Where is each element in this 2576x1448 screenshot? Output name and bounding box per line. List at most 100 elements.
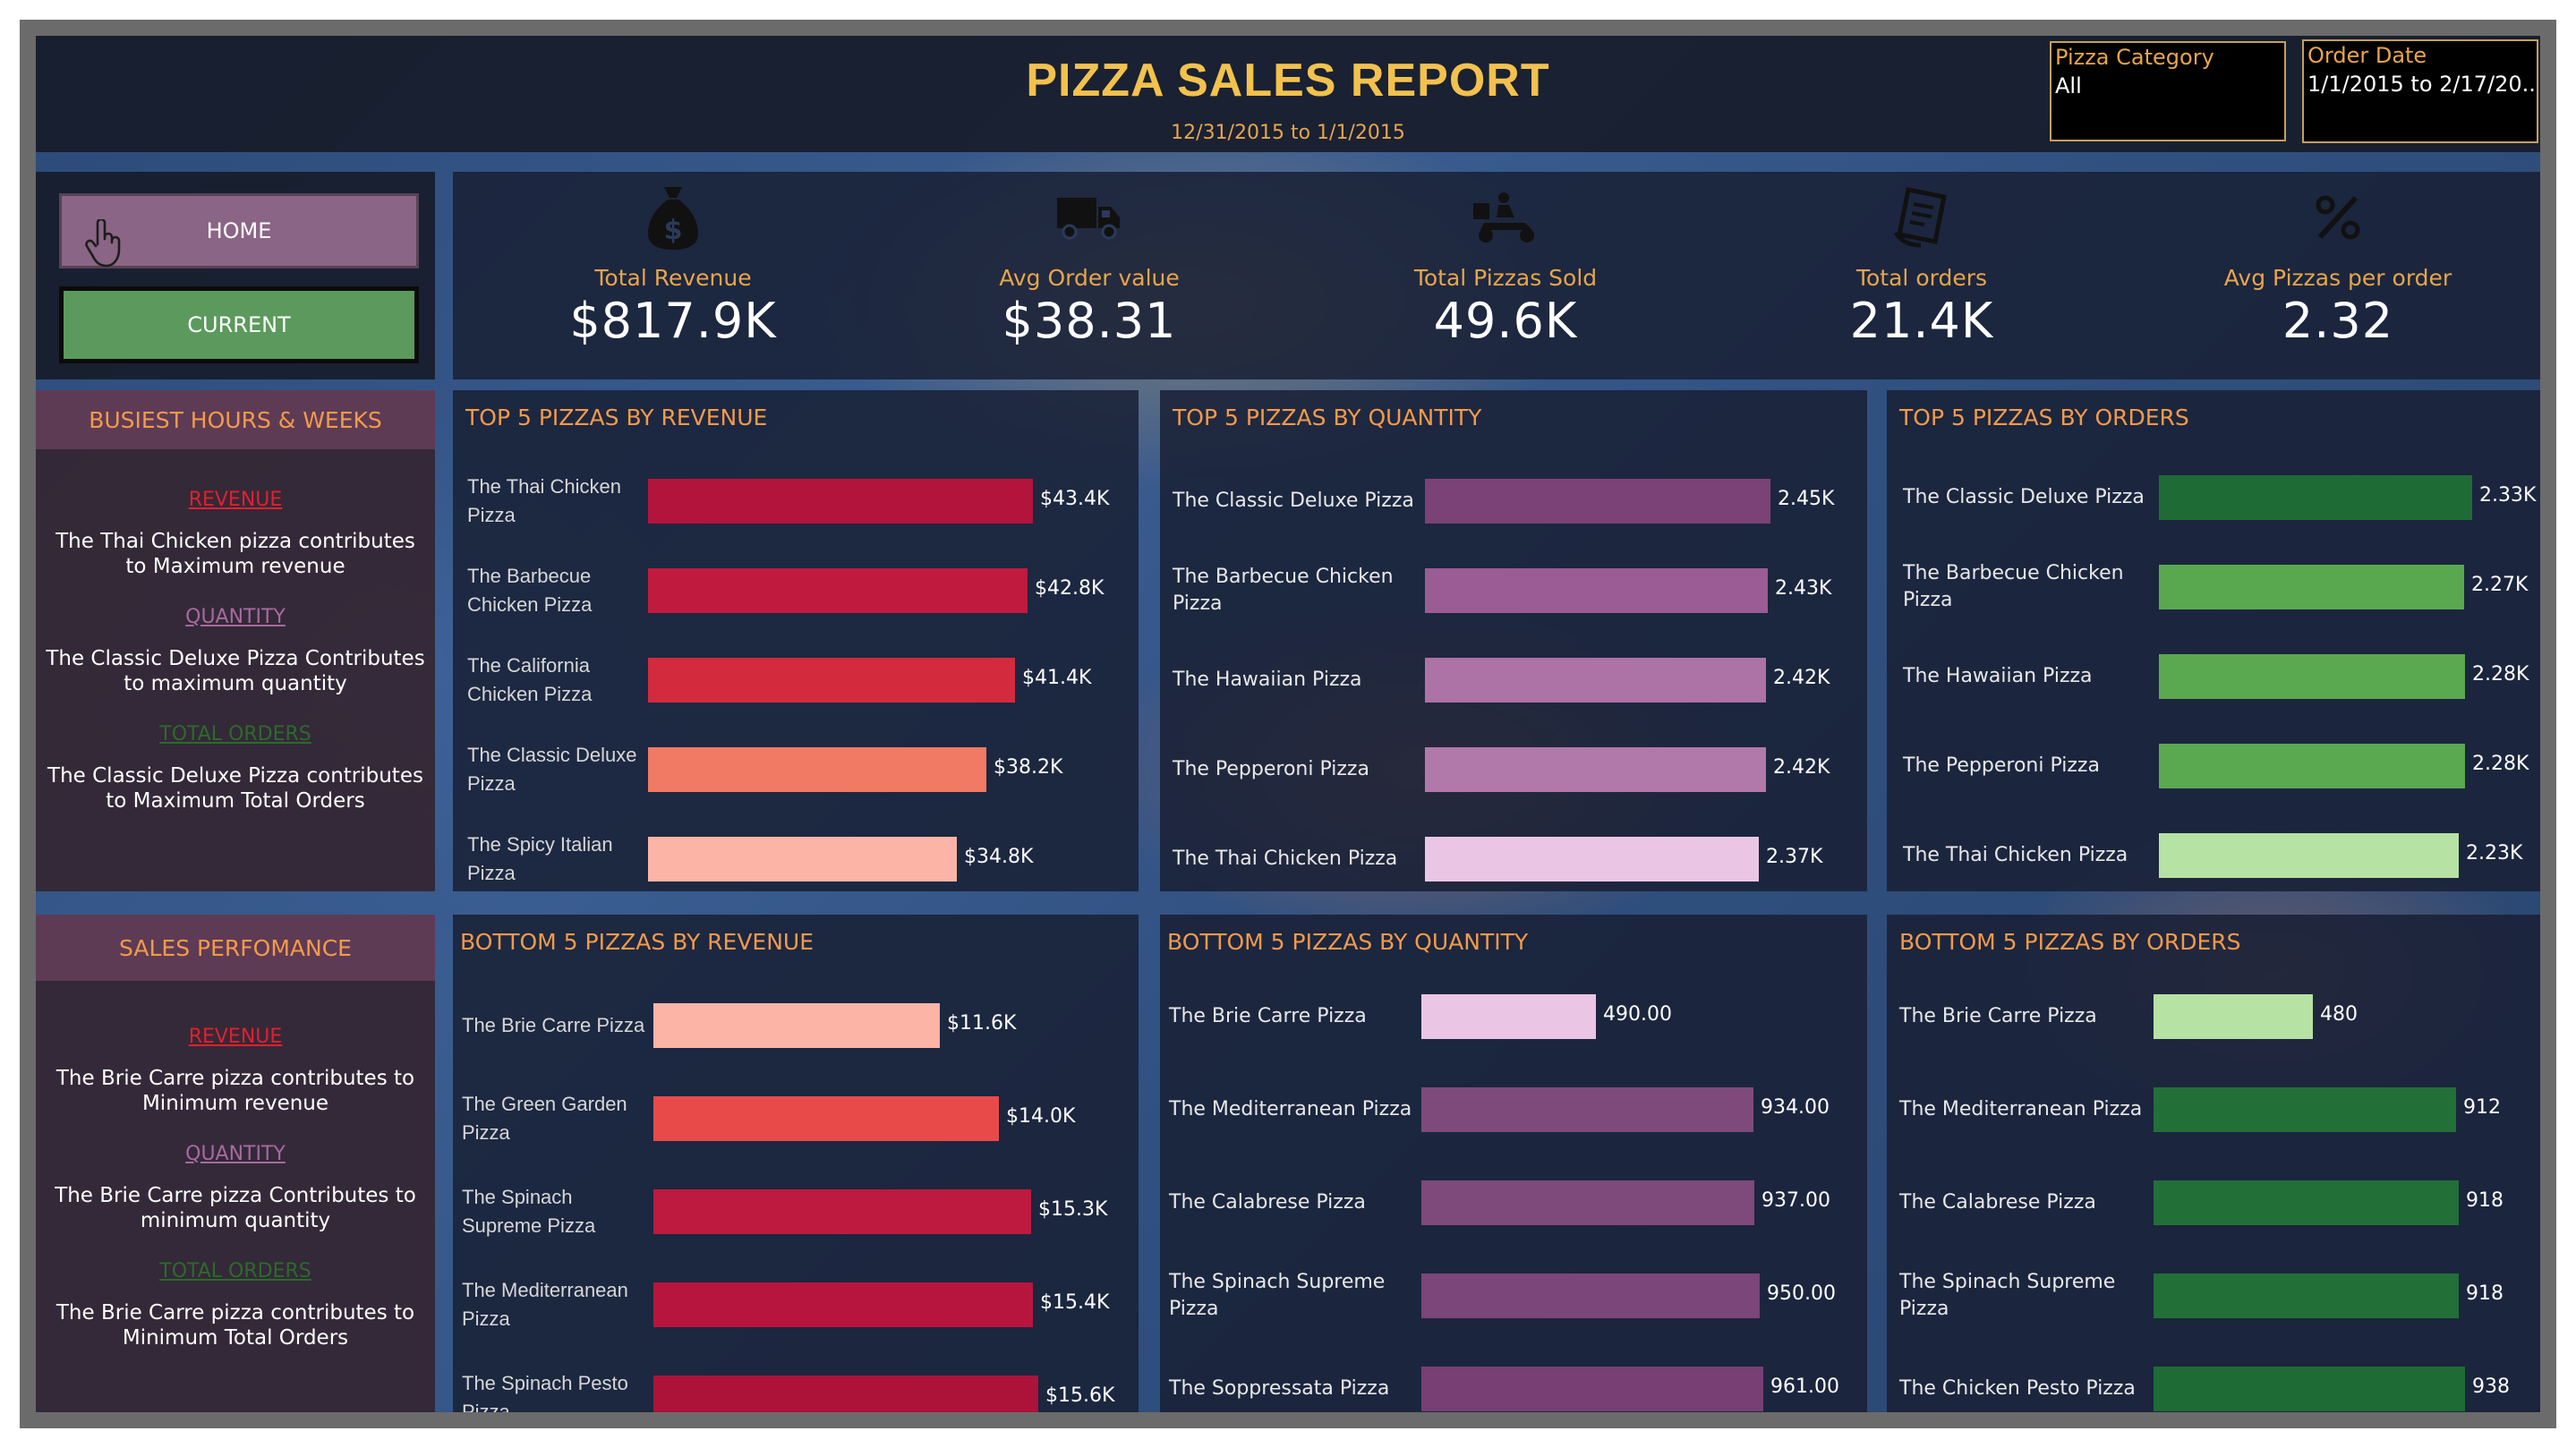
bar[interactable] — [653, 1096, 999, 1141]
bar-row[interactable]: The Spinach Pesto Pizza $15.6K — [453, 1371, 1139, 1412]
bar[interactable] — [2154, 994, 2313, 1039]
bar-row[interactable]: The Calabrese Pizza 937.00 — [1160, 1176, 1867, 1230]
bar[interactable] — [1421, 1367, 1763, 1411]
bar[interactable] — [2159, 475, 2472, 520]
bar-category-label: The Green Garden Pizza — [462, 1093, 627, 1144]
bar-value-label: 2.33K — [2479, 484, 2537, 507]
order-date-filter[interactable]: Order Date 1/1/2015 to 2/17/20.. — [2302, 39, 2538, 143]
bar[interactable] — [1421, 1087, 1753, 1132]
bar[interactable] — [2159, 744, 2465, 788]
bar[interactable] — [653, 1003, 940, 1048]
bar[interactable] — [648, 568, 1028, 613]
bar-value-label: $15.3K — [1038, 1198, 1108, 1221]
bar[interactable] — [2154, 1273, 2459, 1318]
bar-row[interactable]: The Hawaiian Pizza 2.42K — [1160, 653, 1867, 707]
bar[interactable] — [2159, 565, 2464, 609]
current-button-label: CURRENT — [187, 312, 291, 337]
bar-row[interactable]: The Brie Carre Pizza 480 — [1887, 990, 2540, 1043]
bar-row[interactable]: The Hawaiian Pizza 2.28K — [1887, 650, 2540, 703]
bar-row[interactable]: The Soppressata Pizza 961.00 — [1160, 1362, 1867, 1412]
bar-row[interactable]: The Green Garden Pizza $14.0K — [453, 1092, 1139, 1146]
bar-category-label: The Brie Carre Pizza — [462, 1014, 645, 1036]
bar[interactable] — [648, 479, 1033, 524]
bar-row[interactable]: The Mediterranean Pizza 912 — [1887, 1083, 2540, 1137]
bar[interactable] — [2154, 1180, 2459, 1225]
bar-value-label: 2.28K — [2472, 663, 2529, 686]
bar-category-label: The Hawaiian Pizza — [1173, 669, 1362, 691]
bar-row[interactable]: The Spinach Supreme Pizza 918 — [1887, 1269, 2540, 1323]
insight-text: The Brie Carre pizza Contributes to mini… — [55, 1184, 416, 1232]
bar-row[interactable]: The Mediterranean Pizza 934.00 — [1160, 1083, 1867, 1137]
bar[interactable] — [648, 837, 957, 882]
bar-row[interactable]: The Classic Deluxe Pizza 2.33K — [1887, 471, 2540, 524]
bar-row[interactable]: The Barbecue Chicken Pizza 2.27K — [1887, 560, 2540, 614]
bar[interactable] — [2159, 654, 2465, 699]
receipt-icon — [1716, 181, 2128, 254]
bar-row[interactable]: The Spinach Supreme Pizza $15.3K — [453, 1185, 1139, 1239]
bar[interactable] — [653, 1376, 1038, 1412]
bar-value-label: 2.28K — [2472, 753, 2529, 775]
insight-tag-orders: TOTAL ORDERS — [159, 1260, 311, 1282]
bar[interactable] — [1425, 479, 1770, 524]
kpi-value: 21.4K — [1849, 293, 1994, 349]
bar[interactable] — [648, 658, 1015, 703]
current-button[interactable]: CURRENT — [59, 286, 419, 363]
insight-tag-orders: TOTAL ORDERS — [159, 723, 311, 745]
bar-value-label: $38.2K — [994, 756, 1063, 779]
bar-row[interactable]: The Classic Deluxe Pizza $38.2K — [453, 743, 1139, 796]
bar-row[interactable]: The Thai Chicken Pizza 2.37K — [1160, 832, 1867, 886]
bar-value-label: 2.23K — [2466, 842, 2523, 865]
bar-category-label: The Spinach Supreme Pizza — [462, 1186, 596, 1237]
bar-category-label: The Calabrese Pizza — [1899, 1191, 2096, 1214]
bar[interactable] — [653, 1189, 1031, 1234]
insight-text: The Brie Carre pizza contributes to Mini… — [55, 1301, 415, 1350]
pizza-category-filter[interactable]: Pizza Category All — [2050, 41, 2286, 141]
bar-category-label: The Spinach Supreme Pizza — [1899, 1271, 2116, 1320]
bar[interactable] — [1421, 1273, 1760, 1318]
bar-row[interactable]: The Spicy Italian Pizza $34.8K — [453, 832, 1139, 886]
bar-row[interactable]: The Mediterranean Pizza $15.4K — [453, 1278, 1139, 1332]
bar-row[interactable]: The Spinach Supreme Pizza 950.00 — [1160, 1269, 1867, 1323]
bar-category-label: The Mediterranean Pizza — [462, 1279, 628, 1330]
bar[interactable] — [1421, 994, 1596, 1039]
bar[interactable] — [648, 747, 986, 792]
bar-value-label: $42.8K — [1035, 577, 1105, 600]
bar-row[interactable]: The California Chicken Pizza $41.4K — [453, 653, 1139, 707]
bar[interactable] — [2159, 833, 2459, 878]
bar-row[interactable]: The Classic Deluxe Pizza 2.45K — [1160, 474, 1867, 528]
bar-row[interactable]: The Calabrese Pizza 918 — [1887, 1176, 2540, 1230]
header-bar: PIZZA SALES REPORT 12/31/2015 to 1/1/201… — [36, 36, 2540, 152]
bar-category-label: The Barbecue Chicken Pizza — [467, 565, 593, 616]
bar-value-label: 950.00 — [1767, 1282, 1836, 1305]
bar-row[interactable]: The Pepperoni Pizza 2.42K — [1160, 743, 1867, 796]
bar-row[interactable]: The Brie Carre Pizza 490.00 — [1160, 990, 1867, 1043]
busiest-insights: REVENUE The Thai Chicken pizza contribut… — [36, 489, 435, 840]
dashboard-frame: PIZZA SALES REPORT 12/31/2015 to 1/1/201… — [20, 20, 2556, 1428]
bar[interactable] — [1425, 568, 1768, 613]
bar[interactable] — [2154, 1367, 2465, 1411]
bar-row[interactable]: The Barbecue Chicken Pizza 2.43K — [1160, 564, 1867, 618]
bar-value-label: 961.00 — [1770, 1376, 1839, 1398]
bar-row[interactable]: The Pepperoni Pizza 2.28K — [1887, 739, 2540, 793]
performance-title: SALES PERFOMANCE — [36, 915, 435, 981]
bar[interactable] — [2154, 1087, 2456, 1132]
bar-row[interactable]: The Chicken Pesto Pizza 938 — [1887, 1362, 2540, 1412]
bar[interactable] — [1421, 1180, 1754, 1225]
bar-row[interactable]: The Barbecue Chicken Pizza $42.8K — [453, 564, 1139, 618]
bar[interactable] — [1425, 747, 1766, 792]
page-title: PIZZA SALES REPORT — [1026, 55, 1550, 106]
bar[interactable] — [653, 1282, 1033, 1327]
bar-row[interactable]: The Brie Carre Pizza $11.6K — [453, 999, 1139, 1052]
bar[interactable] — [1425, 837, 1759, 882]
bar-category-label: The Thai Chicken Pizza — [467, 475, 622, 526]
bar-row[interactable]: The Thai Chicken Pizza 2.23K — [1887, 829, 2540, 882]
bar-row[interactable]: The Thai Chicken Pizza $43.4K — [453, 474, 1139, 528]
insight-tag-revenue: REVENUE — [188, 489, 283, 511]
bar-value-label: 490.00 — [1603, 1003, 1672, 1026]
bar-value-label: $41.4K — [1022, 667, 1092, 689]
bar-category-label: The Calabrese Pizza — [1169, 1191, 1366, 1214]
busiest-panel: BUSIEST HOURS & WEEKS REVENUE The Thai C… — [36, 390, 435, 891]
bar-value-label: 934.00 — [1761, 1096, 1830, 1119]
bar[interactable] — [1425, 658, 1766, 703]
home-button[interactable]: HOME — [59, 193, 419, 268]
